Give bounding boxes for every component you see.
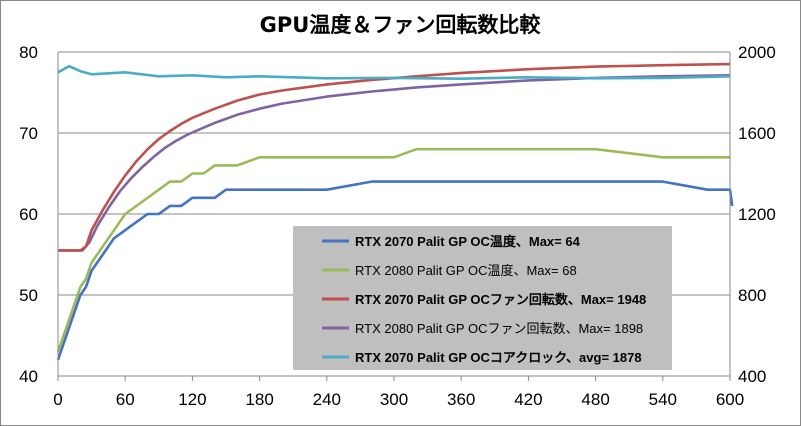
x-tick-label: 180 (245, 390, 273, 409)
x-tick-label: 540 (649, 390, 677, 409)
series-line (58, 62, 731, 252)
legend-label: RTX 2070 Palit GP OCコアクロック、avg= 1878 (355, 350, 642, 365)
x-tick-label: 600 (716, 390, 744, 409)
legend-label: RTX 2080 Palit GP OC温度、Max= 68 (355, 263, 577, 278)
y-right-tick-label: 1600 (738, 124, 776, 143)
y-right-tick-label: 1200 (738, 205, 776, 224)
y-left-tick-label: 50 (19, 286, 38, 305)
x-tick-label: 420 (514, 390, 542, 409)
legend-label: RTX 2070 Palit GP OCファン回転数、Max= 1948 (355, 292, 646, 307)
y-right-tick-label: 2000 (738, 43, 776, 62)
y-left-tick-label: 70 (19, 124, 38, 143)
x-tick-label: 360 (447, 390, 475, 409)
y-left-tick-label: 80 (19, 43, 38, 62)
series-line (58, 74, 731, 252)
legend: RTX 2070 Palit GP OC温度、Max= 64 RTX 2080 P… (293, 226, 672, 370)
x-tick-label: 120 (178, 390, 206, 409)
y-right-tick-label: 400 (738, 367, 766, 386)
series-line (56, 147, 730, 353)
x-tick-label: 240 (313, 390, 341, 409)
x-tick-label: 300 (380, 390, 408, 409)
y-left-tick-label: 60 (19, 205, 38, 224)
x-tick-label: 60 (116, 390, 135, 409)
x-tick-label: 0 (53, 390, 62, 409)
y-left-tick-label: 40 (19, 367, 38, 386)
series-line (56, 180, 734, 361)
series-line (57, 64, 731, 80)
legend-label: RTX 2070 Palit GP OC温度、Max= 64 (355, 234, 581, 249)
legend-label: RTX 2080 Palit GP OCファン回転数、Max= 1898 (355, 321, 643, 336)
legend-box (293, 226, 672, 370)
y-right-tick-label: 800 (738, 286, 766, 305)
chart-title: GPU温度＆ファン回転数比較 (260, 13, 542, 37)
axes: 40 50 60 70 80 400 800 1200 1600 2000 0 60 120 180 240… (19, 43, 776, 409)
x-tick-label: 480 (581, 390, 609, 409)
series-layer (56, 62, 734, 361)
